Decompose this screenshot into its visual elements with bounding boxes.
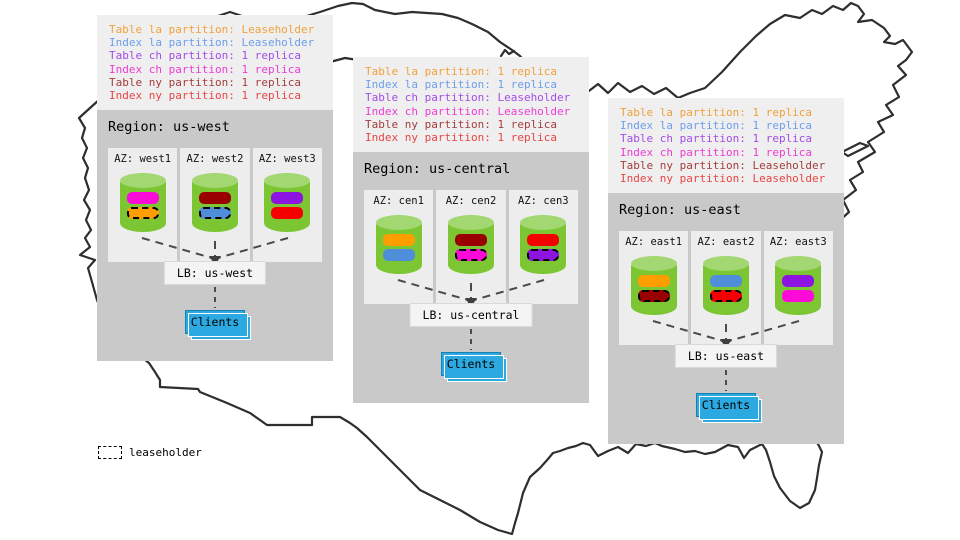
cylinder-top (520, 215, 567, 230)
legend-line: Index ch partition: 1 replica (620, 145, 813, 159)
legend-line: Index ch partition: Leaseholder (365, 104, 571, 118)
region-panel: Region: us-east AZ: east1 AZ: east2 (608, 193, 844, 444)
az-column: AZ: east2 (691, 231, 761, 345)
legend-line: Index ny partition: 1 replica (109, 89, 302, 103)
legend-line: Table ny partition: Leaseholder (620, 158, 826, 172)
partition-bar (637, 290, 670, 302)
partition-legend: Table la partition: 1 replica Index la p… (353, 57, 589, 152)
az-column: AZ: west3 (252, 148, 322, 262)
legend-line: Table ch partition: Leaseholder (365, 91, 571, 105)
partition-bar (454, 234, 487, 246)
region-title: Region: us-central (364, 161, 511, 177)
az-label: AZ: cen3 (518, 195, 569, 207)
load-balancer-box: LB: us-central (409, 303, 533, 327)
region-panel: Region: us-central AZ: cen1 AZ: cen2 (353, 152, 589, 403)
partition-bar (271, 207, 304, 219)
load-balancer-label: LB: us-central (422, 308, 520, 322)
cylinder-top (264, 173, 311, 188)
load-balancer-label: LB: us-east (687, 349, 765, 363)
legend-line: Index la partition: 1 replica (620, 119, 813, 133)
partition-bar (382, 234, 415, 246)
load-balancer-box: LB: us-west (163, 261, 267, 285)
region-title: Region: us-east (619, 202, 741, 218)
cylinder-top (119, 173, 166, 188)
partition-bar (198, 192, 231, 204)
cylinder-top (630, 256, 677, 271)
az-label: AZ: east2 (697, 236, 755, 248)
az-column: AZ: west2 (180, 148, 250, 262)
az-column: AZ: east3 (763, 231, 833, 345)
partition-bar (382, 249, 415, 261)
cylinder-top (702, 256, 749, 271)
cylinder-top (375, 215, 422, 230)
partition-bar (198, 207, 231, 219)
database-cylinder (264, 173, 311, 232)
legend-line: Index ny partition: 1 replica (365, 131, 558, 145)
az-column: AZ: west1 (108, 148, 178, 262)
partition-bar (637, 275, 670, 287)
database-cylinder (630, 256, 677, 315)
clients-label: Clients (701, 398, 751, 412)
leaseholder-key: leaseholder (98, 446, 202, 459)
az-label: AZ: east3 (769, 236, 827, 248)
legend-line: Table la partition: Leaseholder (109, 23, 315, 36)
legend-line: Index la partition: 1 replica (365, 78, 558, 92)
region-stack-us-west: Table la partition: Leaseholder Index la… (97, 15, 333, 361)
region-stack-us-central: Table la partition: 1 replica Index la p… (353, 57, 589, 403)
partition-legend: Table la partition: Leaseholder Index la… (97, 15, 333, 110)
database-cylinder (702, 256, 749, 315)
database-cylinder (191, 173, 238, 232)
load-balancer-label: LB: us-west (176, 266, 254, 280)
legend-line: Table la partition: 1 replica (620, 106, 813, 119)
clients-box: Clients (696, 393, 756, 417)
cylinder-top (447, 215, 494, 230)
az-label: AZ: west2 (186, 153, 244, 165)
partition-bar (126, 192, 159, 204)
partition-bar (454, 249, 487, 261)
legend-line: Index la partition: Leaseholder (109, 36, 315, 50)
database-cylinder (375, 215, 422, 274)
region-panel: Region: us-west AZ: west1 AZ: west2 (97, 110, 333, 361)
leaseholder-swatch-icon (98, 446, 122, 459)
legend-line: Table ny partition: 1 replica (109, 75, 302, 89)
clients-box: Clients (185, 310, 245, 334)
database-cylinder (119, 173, 166, 232)
az-column: AZ: east1 (619, 231, 689, 345)
partition-bar (782, 290, 815, 302)
az-label: AZ: east1 (625, 236, 683, 248)
region-title: Region: us-west (108, 119, 230, 135)
legend-line: Table ch partition: 1 replica (620, 132, 813, 146)
az-column: AZ: cen1 (364, 190, 434, 304)
partition-bar (782, 275, 815, 287)
database-cylinder (520, 215, 567, 274)
database-cylinder (447, 215, 494, 274)
partition-bar (709, 290, 742, 302)
partition-bar (126, 207, 159, 219)
az-column: AZ: cen2 (436, 190, 506, 304)
database-cylinder (775, 256, 822, 315)
az-label: AZ: west3 (258, 153, 316, 165)
az-label: AZ: cen2 (445, 195, 497, 207)
clients-label: Clients (446, 357, 496, 371)
legend-line: Table la partition: 1 replica (365, 65, 558, 78)
partition-legend: Table la partition: 1 replica Index la p… (608, 98, 844, 193)
cylinder-top (191, 173, 238, 188)
partition-bar (527, 234, 560, 246)
partition-bar (271, 192, 304, 204)
az-column: AZ: cen3 (508, 190, 578, 304)
cylinder-top (775, 256, 822, 271)
leaseholder-key-label: leaseholder (129, 446, 202, 459)
az-label: AZ: west1 (114, 153, 172, 165)
clients-box: Clients (441, 352, 501, 376)
legend-line: Index ny partition: Leaseholder (620, 172, 826, 186)
partition-bar (709, 275, 742, 287)
legend-line: Table ch partition: 1 replica (109, 49, 302, 63)
legend-line: Index ch partition: 1 replica (109, 62, 302, 76)
clients-label: Clients (190, 315, 240, 329)
load-balancer-box: LB: us-east (674, 344, 778, 368)
az-label: AZ: cen1 (373, 195, 424, 207)
partition-bar (527, 249, 560, 261)
region-stack-us-east: Table la partition: 1 replica Index la p… (608, 98, 844, 444)
legend-line: Table ny partition: 1 replica (365, 117, 558, 131)
